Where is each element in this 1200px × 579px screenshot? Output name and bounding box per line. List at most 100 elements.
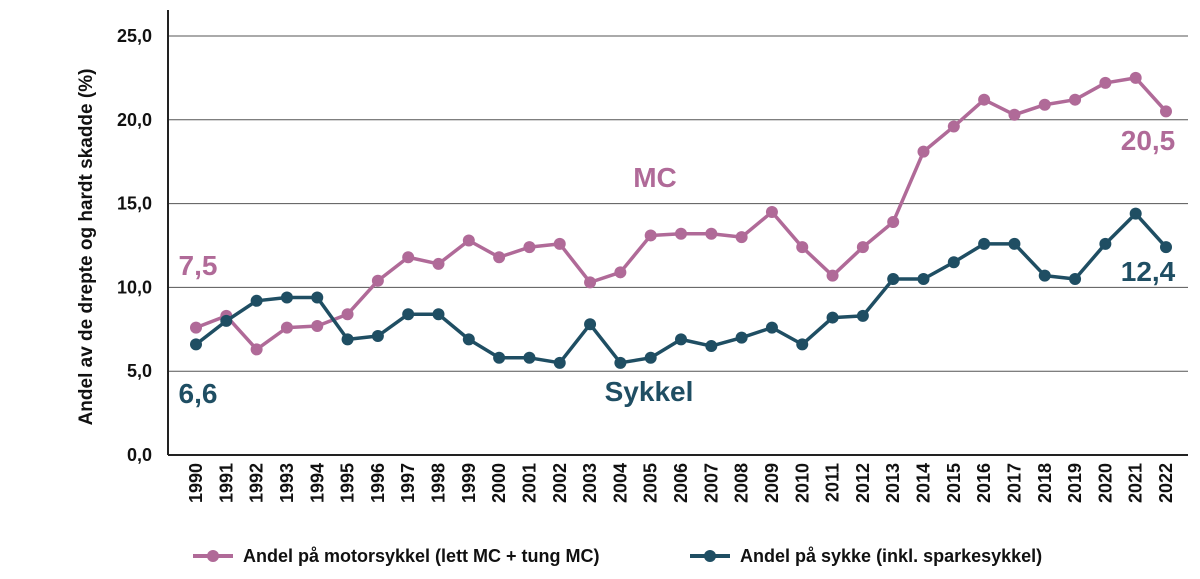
data-point-sykkel (765, 321, 778, 334)
y-tick-label: 20,0 (117, 110, 152, 130)
series-sykkel (190, 207, 1172, 369)
series-label-mc: MC (633, 162, 677, 193)
legend-marker-motorsykkel (207, 550, 219, 562)
data-point-motorsykkel (584, 276, 597, 289)
data-point-sykkel (371, 330, 384, 343)
sykkel-start-value-label: 6,6 (179, 378, 218, 409)
data-point-motorsykkel (917, 145, 930, 158)
data-point-motorsykkel (1069, 93, 1082, 106)
x-tick-label: 2010 (792, 463, 812, 503)
sykkel-end-value-label: 12,4 (1121, 256, 1176, 287)
data-point-sykkel (432, 308, 445, 321)
data-point-sykkel (644, 351, 657, 364)
x-tick-label: 1991 (216, 463, 236, 503)
data-point-motorsykkel (250, 343, 263, 356)
data-point-motorsykkel (735, 231, 748, 244)
x-tick-label: 2011 (823, 463, 843, 502)
x-tick-label: 1996 (368, 463, 388, 503)
legend-label-motorsykkel: Andel på motorsykkel (lett MC + tung MC) (243, 546, 600, 566)
y-tick-label: 5,0 (127, 361, 152, 381)
x-tick-label: 2003 (580, 463, 600, 503)
data-point-sykkel (705, 340, 718, 353)
data-point-sykkel (614, 356, 627, 369)
x-tick-label: 2007 (701, 463, 721, 503)
data-point-motorsykkel (553, 237, 566, 250)
data-point-sykkel (280, 291, 293, 304)
x-tick-label: 2002 (550, 463, 570, 503)
x-tick-label: 2013 (883, 463, 903, 503)
x-tick-label: 2004 (610, 463, 630, 503)
data-point-motorsykkel (1129, 71, 1142, 84)
series-motorsykkel (190, 71, 1172, 356)
x-tick-label: 2017 (1004, 463, 1024, 503)
x-tick-label: 2001 (519, 463, 539, 503)
data-point-sykkel (190, 338, 202, 351)
data-point-motorsykkel (311, 319, 324, 332)
x-tick-label: 2021 (1126, 463, 1146, 503)
data-point-motorsykkel (887, 216, 900, 229)
data-point-sykkel (1129, 207, 1142, 220)
data-point-motorsykkel (462, 234, 475, 247)
data-point-motorsykkel (978, 93, 991, 106)
data-point-motorsykkel (190, 321, 202, 334)
data-point-sykkel (978, 237, 991, 250)
series-lines (190, 71, 1172, 369)
x-tick-label: 2022 (1156, 463, 1176, 503)
data-point-motorsykkel (765, 205, 778, 218)
data-point-motorsykkel (947, 120, 960, 133)
y-axis-label: Andel av de drepte og hardt skadde (%) (76, 69, 97, 426)
data-point-sykkel (1038, 269, 1051, 282)
data-point-sykkel (341, 333, 354, 346)
data-point-motorsykkel (675, 227, 687, 240)
legend-item-sykkel: Andel på sykke (inkl. sparkesykkel) (690, 546, 1042, 566)
data-point-motorsykkel (371, 274, 384, 287)
series-label-sykkel: Sykkel (605, 376, 694, 407)
data-point-motorsykkel (644, 229, 657, 242)
x-tick-label: 2014 (914, 463, 934, 503)
data-point-motorsykkel (856, 241, 869, 254)
data-point-motorsykkel (705, 227, 718, 240)
data-point-sykkel (735, 331, 748, 344)
y-tick-label: 25,0 (117, 26, 152, 46)
x-tick-label: 1997 (398, 463, 418, 503)
data-point-motorsykkel (432, 257, 445, 270)
data-point-sykkel (1160, 241, 1172, 254)
x-tick-label: 2000 (489, 463, 509, 503)
data-point-sykkel (947, 256, 960, 269)
x-tick-label: 1995 (338, 463, 358, 503)
legend-marker-sykkel (704, 550, 716, 562)
x-tick-label: 2005 (641, 463, 661, 503)
mc-start-value-label: 7,5 (179, 250, 218, 281)
x-tick-label: 1992 (247, 463, 267, 503)
x-tick-label: 2016 (974, 463, 994, 503)
data-point-motorsykkel (826, 269, 839, 282)
x-tick-label: 2018 (1035, 463, 1055, 503)
x-tick-label: 2008 (732, 463, 752, 503)
legend-label-sykkel: Andel på sykke (inkl. sparkesykkel) (740, 546, 1042, 566)
data-point-sykkel (856, 309, 869, 322)
y-tick-label: 10,0 (117, 277, 152, 297)
data-point-motorsykkel (402, 251, 415, 264)
data-point-sykkel (220, 314, 233, 327)
y-tick-label: 0,0 (127, 445, 152, 465)
data-point-motorsykkel (341, 308, 354, 321)
data-point-sykkel (796, 338, 809, 351)
data-point-sykkel (1099, 237, 1112, 250)
data-point-motorsykkel (1008, 108, 1021, 121)
data-point-sykkel (675, 333, 687, 346)
x-tick-label: 1993 (277, 463, 297, 503)
legend: Andel på motorsykkel (lett MC + tung MC)… (193, 546, 1042, 566)
x-tick-label: 1994 (307, 463, 327, 503)
data-point-sykkel (826, 311, 839, 324)
x-tick-label: 2012 (853, 463, 873, 503)
x-tick-label: 1999 (459, 463, 479, 503)
x-tick-label: 2020 (1095, 463, 1115, 503)
x-tick-label: 1998 (429, 463, 449, 503)
x-tick-label: 2015 (944, 463, 964, 503)
data-point-motorsykkel (1038, 98, 1051, 111)
data-point-sykkel (462, 333, 475, 346)
data-point-sykkel (402, 308, 415, 321)
x-tick-label: 2006 (671, 463, 691, 503)
data-point-sykkel (493, 351, 506, 364)
